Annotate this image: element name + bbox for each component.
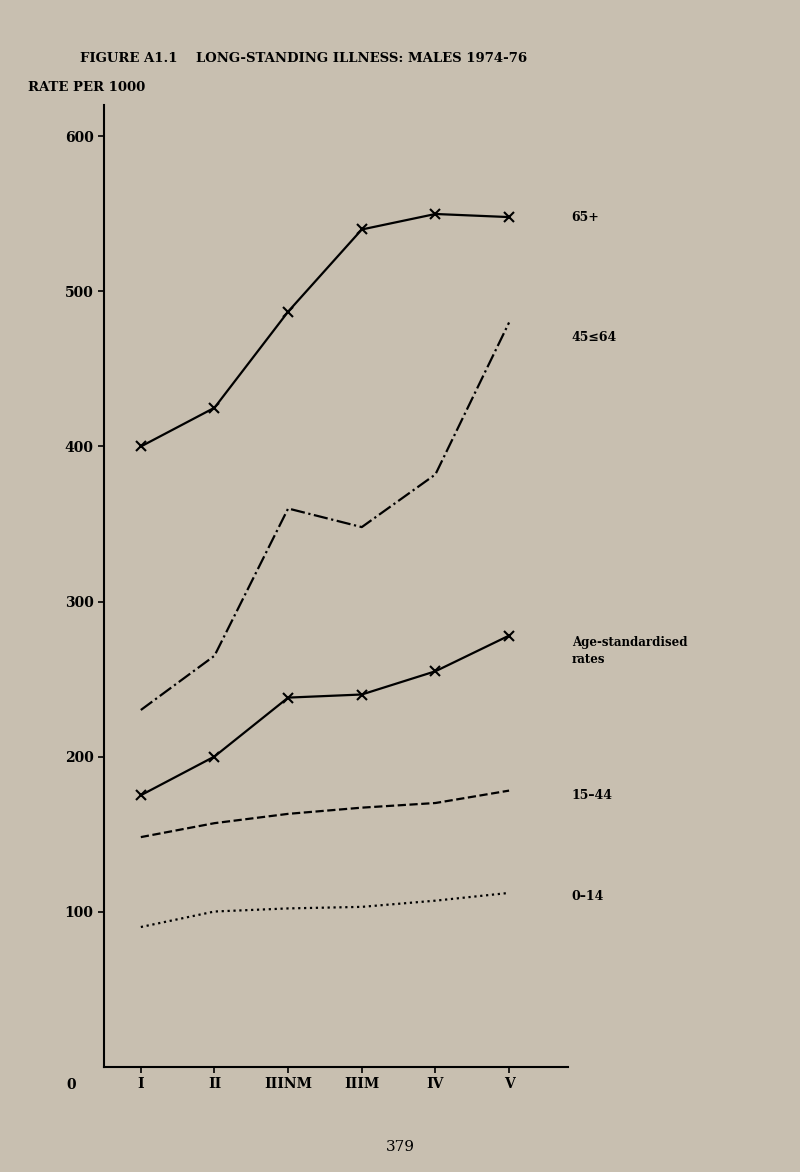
Text: 65+: 65+: [572, 211, 599, 224]
Text: 45≤64: 45≤64: [572, 332, 617, 345]
Text: FIGURE A1.1    LONG-STANDING ILLNESS: MALES 1974-76: FIGURE A1.1 LONG-STANDING ILLNESS: MALES…: [80, 52, 527, 66]
Text: 379: 379: [386, 1140, 414, 1154]
Text: RATE PER 1000: RATE PER 1000: [28, 81, 146, 95]
Text: 15–44: 15–44: [572, 789, 613, 802]
Text: 0–14: 0–14: [572, 890, 604, 902]
Text: 0: 0: [66, 1078, 76, 1092]
Text: Age-standardised
rates: Age-standardised rates: [572, 636, 687, 666]
